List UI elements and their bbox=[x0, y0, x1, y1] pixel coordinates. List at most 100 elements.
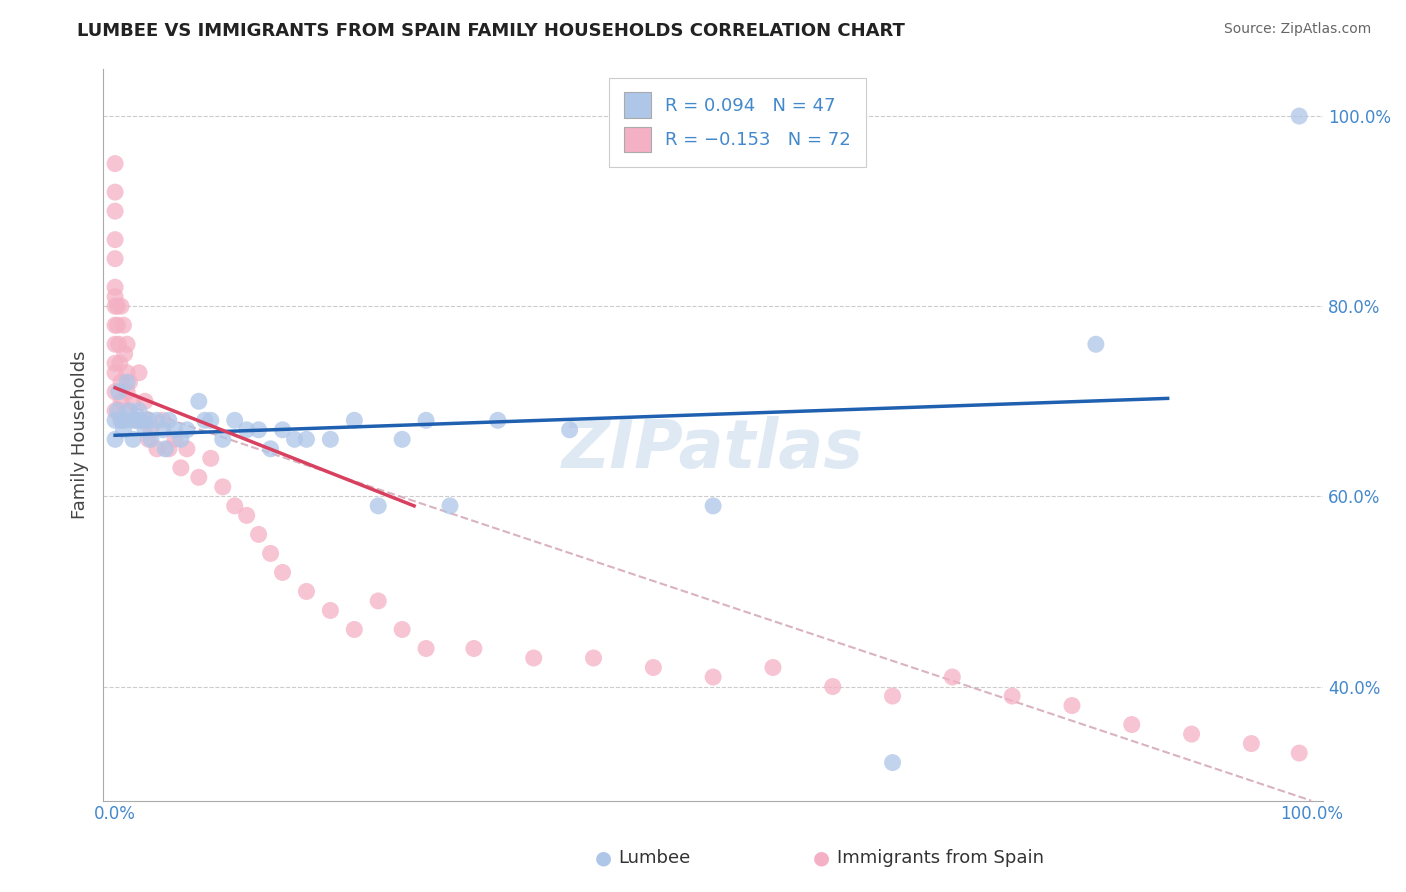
Point bbox=[295, 433, 318, 447]
Point bbox=[152, 423, 174, 437]
Point bbox=[134, 413, 156, 427]
Point bbox=[104, 433, 127, 447]
Point bbox=[115, 376, 138, 390]
Point bbox=[139, 423, 162, 437]
Point bbox=[104, 233, 127, 247]
Point bbox=[138, 413, 160, 427]
Point bbox=[271, 566, 294, 580]
Text: Source: ZipAtlas.com: Source: ZipAtlas.com bbox=[1223, 22, 1371, 37]
Point bbox=[367, 594, 389, 608]
Point bbox=[131, 413, 153, 427]
Point bbox=[391, 433, 413, 447]
Point bbox=[138, 433, 160, 447]
Point bbox=[1288, 109, 1310, 123]
Point bbox=[391, 623, 413, 637]
Point bbox=[319, 603, 342, 617]
Point bbox=[224, 413, 246, 427]
Point bbox=[235, 508, 257, 523]
Point bbox=[107, 299, 129, 313]
Point bbox=[107, 337, 129, 351]
Point bbox=[104, 290, 127, 304]
Point bbox=[582, 651, 605, 665]
Point bbox=[558, 423, 581, 437]
Point bbox=[200, 413, 222, 427]
Point bbox=[367, 499, 389, 513]
Point bbox=[139, 433, 162, 447]
Point bbox=[104, 318, 127, 333]
Point bbox=[247, 423, 270, 437]
Point bbox=[224, 499, 246, 513]
Y-axis label: Family Households: Family Households bbox=[72, 351, 89, 519]
Point bbox=[163, 423, 186, 437]
Point bbox=[163, 433, 186, 447]
Point bbox=[1060, 698, 1083, 713]
Point bbox=[643, 660, 665, 674]
Point bbox=[1240, 737, 1263, 751]
Point bbox=[115, 404, 138, 418]
Point bbox=[1180, 727, 1202, 741]
Point bbox=[104, 299, 127, 313]
Point bbox=[104, 404, 127, 418]
Point bbox=[170, 460, 193, 475]
Point bbox=[115, 337, 138, 351]
Point bbox=[108, 356, 131, 370]
Point bbox=[104, 337, 127, 351]
Point bbox=[486, 413, 509, 427]
Point bbox=[110, 376, 132, 390]
Point bbox=[125, 413, 148, 427]
Text: Lumbee: Lumbee bbox=[619, 849, 690, 867]
Point bbox=[122, 394, 145, 409]
Point bbox=[702, 499, 724, 513]
Point bbox=[1121, 717, 1143, 731]
Point bbox=[107, 318, 129, 333]
Text: Immigrants from Spain: Immigrants from Spain bbox=[837, 849, 1043, 867]
Text: ZIPatlas: ZIPatlas bbox=[562, 417, 865, 483]
Point bbox=[118, 376, 141, 390]
Point bbox=[112, 318, 135, 333]
Point bbox=[941, 670, 963, 684]
Point bbox=[762, 660, 785, 674]
Text: LUMBEE VS IMMIGRANTS FROM SPAIN FAMILY HOUSEHOLDS CORRELATION CHART: LUMBEE VS IMMIGRANTS FROM SPAIN FAMILY H… bbox=[77, 22, 905, 40]
Point bbox=[128, 404, 150, 418]
Point bbox=[439, 499, 461, 513]
Point bbox=[1084, 337, 1107, 351]
Point bbox=[104, 280, 127, 294]
Point bbox=[157, 442, 180, 456]
Point bbox=[114, 413, 136, 427]
Point bbox=[194, 413, 217, 427]
Point bbox=[187, 394, 209, 409]
Point bbox=[170, 433, 193, 447]
Point bbox=[523, 651, 546, 665]
Point bbox=[104, 384, 127, 399]
Point bbox=[134, 394, 156, 409]
Point bbox=[110, 394, 132, 409]
Point bbox=[110, 413, 132, 427]
Point bbox=[104, 356, 127, 370]
Point bbox=[821, 680, 844, 694]
Point bbox=[343, 413, 366, 427]
Point bbox=[187, 470, 209, 484]
Point bbox=[107, 384, 129, 399]
Point bbox=[104, 252, 127, 266]
Point bbox=[882, 756, 904, 770]
Point bbox=[1288, 746, 1310, 760]
Point bbox=[211, 480, 233, 494]
Point bbox=[211, 433, 233, 447]
Point bbox=[146, 442, 169, 456]
Point bbox=[271, 423, 294, 437]
Text: ●: ● bbox=[595, 848, 612, 868]
Point bbox=[155, 442, 177, 456]
Point bbox=[122, 433, 145, 447]
Point bbox=[104, 413, 127, 427]
Point bbox=[115, 384, 138, 399]
Point bbox=[131, 413, 153, 427]
Point bbox=[104, 204, 127, 219]
Point bbox=[134, 423, 156, 437]
Point bbox=[702, 670, 724, 684]
Point bbox=[128, 366, 150, 380]
Point bbox=[112, 423, 135, 437]
Point bbox=[463, 641, 485, 656]
Point bbox=[295, 584, 318, 599]
Point bbox=[415, 413, 437, 427]
Point bbox=[882, 689, 904, 703]
